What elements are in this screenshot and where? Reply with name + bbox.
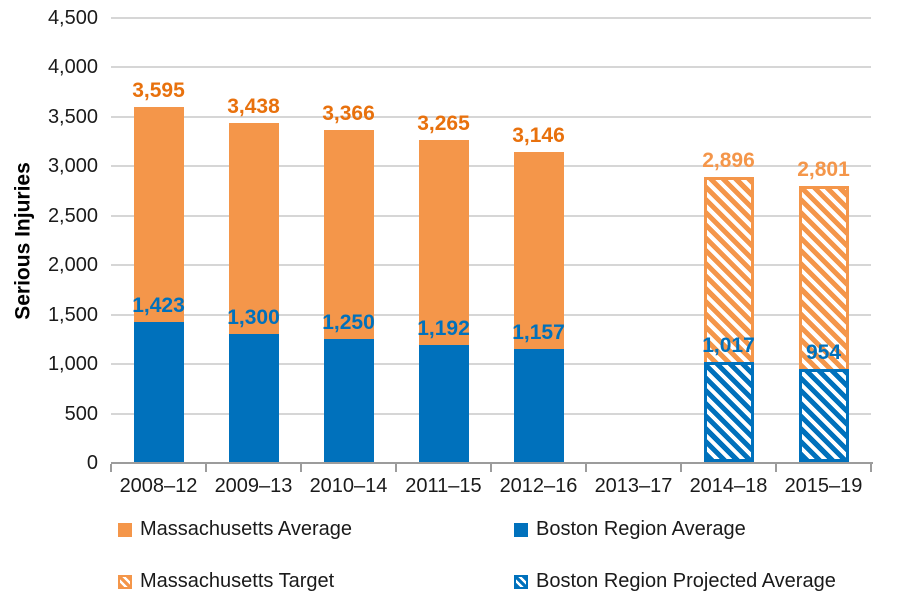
y-tick-label: 2,000 xyxy=(47,254,98,277)
gridline xyxy=(111,66,871,69)
gridline xyxy=(111,363,871,366)
x-tick-label: 2014–18 xyxy=(689,475,768,497)
bar-segment xyxy=(228,334,279,462)
bar-segment xyxy=(323,339,374,462)
legend-swatch-icon xyxy=(514,574,528,589)
legend-label: Massachusetts Average xyxy=(140,518,352,540)
data-label: 3,438 xyxy=(227,95,280,119)
x-tick-label: 2011–15 xyxy=(405,475,482,497)
x-tick-label: 2012–16 xyxy=(499,475,578,497)
x-tick-label: 2015–19 xyxy=(784,475,863,497)
data-label: 3,595 xyxy=(132,79,185,103)
data-label: 3,265 xyxy=(417,112,470,136)
x-tick-label: 2010–14 xyxy=(309,475,388,497)
data-label: 1,423 xyxy=(132,294,185,318)
y-tick-label: 1,500 xyxy=(47,303,98,326)
data-label: 1,250 xyxy=(322,311,375,335)
x-axis-tick xyxy=(490,464,492,472)
data-label: 3,146 xyxy=(512,123,565,147)
x-axis-tick xyxy=(680,464,682,472)
data-label: 3,366 xyxy=(322,102,375,126)
x-axis-tick xyxy=(870,464,872,472)
bar-segment xyxy=(513,348,564,462)
x-axis-tick xyxy=(300,464,302,472)
legend-item: Massachusetts Target xyxy=(118,570,334,593)
gridline xyxy=(111,264,871,267)
x-tick-label: 2009–13 xyxy=(214,475,293,497)
x-tick-label: 2013–17 xyxy=(594,475,673,497)
gridline xyxy=(111,165,871,168)
x-axis-tick xyxy=(585,464,587,472)
data-label: 2,896 xyxy=(702,148,755,172)
bar-segment xyxy=(418,345,469,462)
gridline xyxy=(111,313,871,316)
legend-item: Massachusetts Average xyxy=(118,518,352,541)
gridline xyxy=(111,17,871,19)
y-tick-label: 3,500 xyxy=(47,105,98,128)
y-tick-label: 4,500 xyxy=(47,7,98,29)
y-tick-label: 2,500 xyxy=(47,204,98,227)
data-label: 2,801 xyxy=(797,158,850,181)
x-axis-line xyxy=(111,462,873,464)
x-axis-tick xyxy=(205,464,207,472)
y-tick-label: 3,000 xyxy=(47,155,98,178)
gridline xyxy=(111,214,871,217)
data-label: 1,192 xyxy=(417,317,470,341)
bar-segment xyxy=(798,368,849,462)
y-tick-label: 500 xyxy=(64,402,98,425)
gridline xyxy=(111,412,871,415)
y-axis-title: Serious Injuries xyxy=(11,162,35,320)
data-label: 954 xyxy=(805,340,842,364)
bar-segment xyxy=(703,362,754,462)
legend-item: Boston Region Average xyxy=(514,518,746,541)
bar-segment xyxy=(133,322,184,462)
legend-label: Massachusetts Target xyxy=(140,570,335,592)
data-label: 1,300 xyxy=(227,306,280,330)
legend-item: Boston Region Projected Average xyxy=(514,570,836,593)
legend-label: Boston Region Average xyxy=(536,518,746,540)
legend-label: Boston Region Projected Average xyxy=(536,570,836,592)
y-tick-label: 0 xyxy=(86,452,98,474)
x-tick-label: 2008–12 xyxy=(119,475,198,497)
data-label: 1,157 xyxy=(512,320,565,344)
data-label: 1,017 xyxy=(702,334,755,358)
x-axis-tick xyxy=(110,464,112,472)
y-tick-label: 4,000 xyxy=(47,56,98,79)
legend-swatch-icon xyxy=(118,522,132,537)
x-axis-tick xyxy=(395,464,397,472)
y-tick-label: 1,000 xyxy=(47,353,98,376)
gridline xyxy=(111,115,871,118)
legend-swatch-icon xyxy=(514,522,528,537)
x-axis-tick xyxy=(775,464,777,472)
legend-swatch-icon xyxy=(118,574,132,589)
